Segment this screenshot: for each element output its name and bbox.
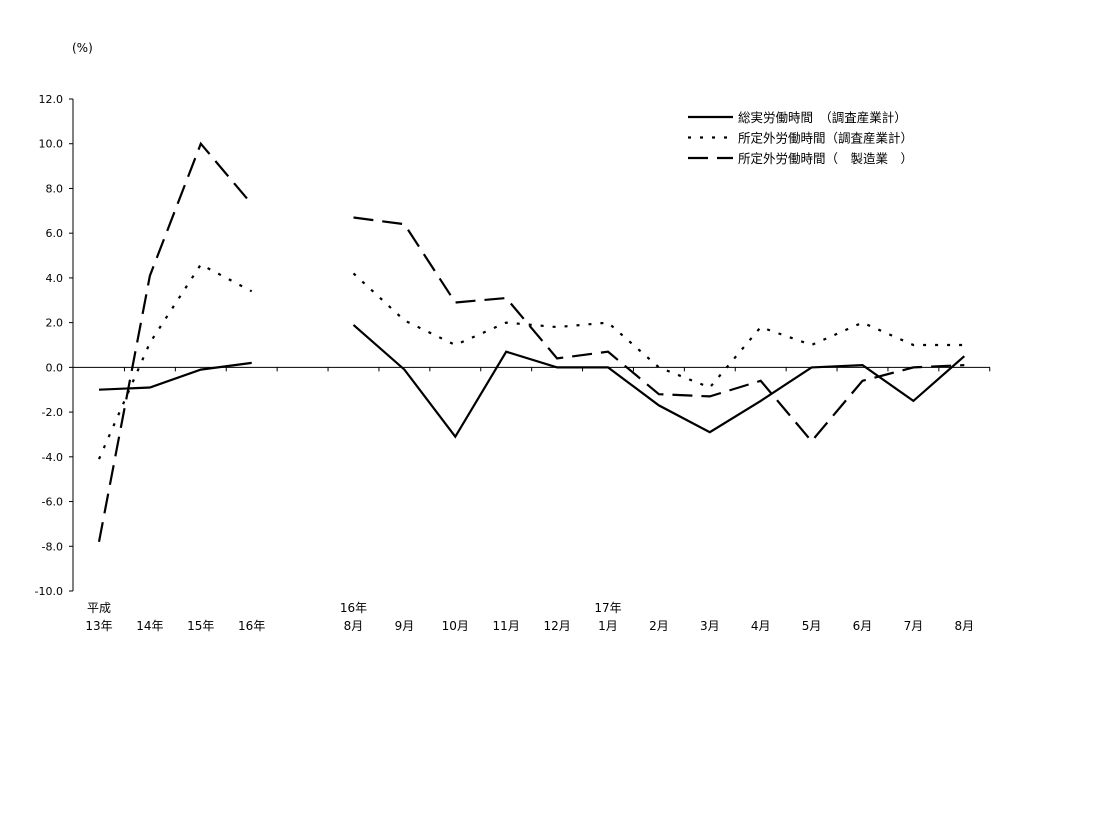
x-tick-label: 7月 xyxy=(904,619,924,633)
x-tick-label: 9月 xyxy=(395,619,415,633)
series-2-line-segment-1 xyxy=(97,263,253,460)
x-tick-label: 3月 xyxy=(700,619,720,633)
x-tick-label: 16年 xyxy=(238,619,265,633)
series-3-line-segment-2 xyxy=(353,216,965,443)
series-1-line-segment-2 xyxy=(352,324,966,439)
x-tick-label: 5月 xyxy=(802,619,822,633)
y-axis: 12.0 10.0 8.0 6.0 4.0 2.0 0.0 -2.0 -4.0 -6.0 -8.0 -… xyxy=(35,93,74,598)
legend: 総実労働時間 （調査産業計） 所定外労働時間（調査産業計） 所定外労働時間（ 製造業… xyxy=(688,110,913,166)
x-tick-label: 1月 xyxy=(598,619,618,633)
y-tick-label: 0.0 xyxy=(46,361,64,374)
y-tick-label: -6.0 xyxy=(42,496,63,509)
series-lines xyxy=(97,141,966,543)
x-tick-label: 6月 xyxy=(853,619,873,633)
x-tick-label: 14年 xyxy=(136,619,163,633)
y-tick-label: -2.0 xyxy=(42,406,63,419)
x-tick-label: 12月 xyxy=(543,619,570,633)
legend-label-1: 総実労働時間 （調査産業計） xyxy=(738,110,907,125)
x-tick-label: 4月 xyxy=(751,619,771,633)
y-tick-label: 6.0 xyxy=(46,227,64,240)
x-tick-label-top: 16年 xyxy=(340,601,367,615)
x-tick-label: 11月 xyxy=(493,619,520,633)
y-tick-label: 12.0 xyxy=(39,93,64,106)
x-tick-label: 8月 xyxy=(344,619,364,633)
y-tick-label: 10.0 xyxy=(39,138,64,151)
x-tick-label: 10月 xyxy=(442,619,469,633)
y-tick-label: 2.0 xyxy=(46,317,64,330)
series-2-line-segment-2 xyxy=(352,272,965,389)
y-axis-unit-label: (%) xyxy=(72,41,93,55)
y-tick-label: 4.0 xyxy=(46,272,64,285)
legend-label-2: 所定外労働時間（調査産業計） xyxy=(738,131,913,146)
series-1-line-segment-1 xyxy=(98,361,252,391)
x-tick-label-top: 平成 xyxy=(87,601,111,615)
x-tick-label: 8月 xyxy=(954,619,974,633)
y-tick-label: -4.0 xyxy=(42,451,63,464)
y-tick-label: -8.0 xyxy=(42,540,63,553)
legend-label-3: 所定外労働時間（ 製造業 ） xyxy=(738,151,913,166)
series-3-line-segment-1 xyxy=(97,141,253,543)
x-tick-label-top: 17年 xyxy=(594,601,621,615)
x-tick-label: 2月 xyxy=(649,619,669,633)
x-tick-label: 15年 xyxy=(187,619,214,633)
x-tick-label: 13年 xyxy=(85,619,112,633)
y-tick-label: 8.0 xyxy=(46,182,64,195)
x-axis: 平成 13年 14年 15年 16年 16年 8月 9月 10月 11月 12月 17年 1月 2月 3月 4… xyxy=(72,366,991,633)
y-tick-label: -10.0 xyxy=(35,585,63,598)
